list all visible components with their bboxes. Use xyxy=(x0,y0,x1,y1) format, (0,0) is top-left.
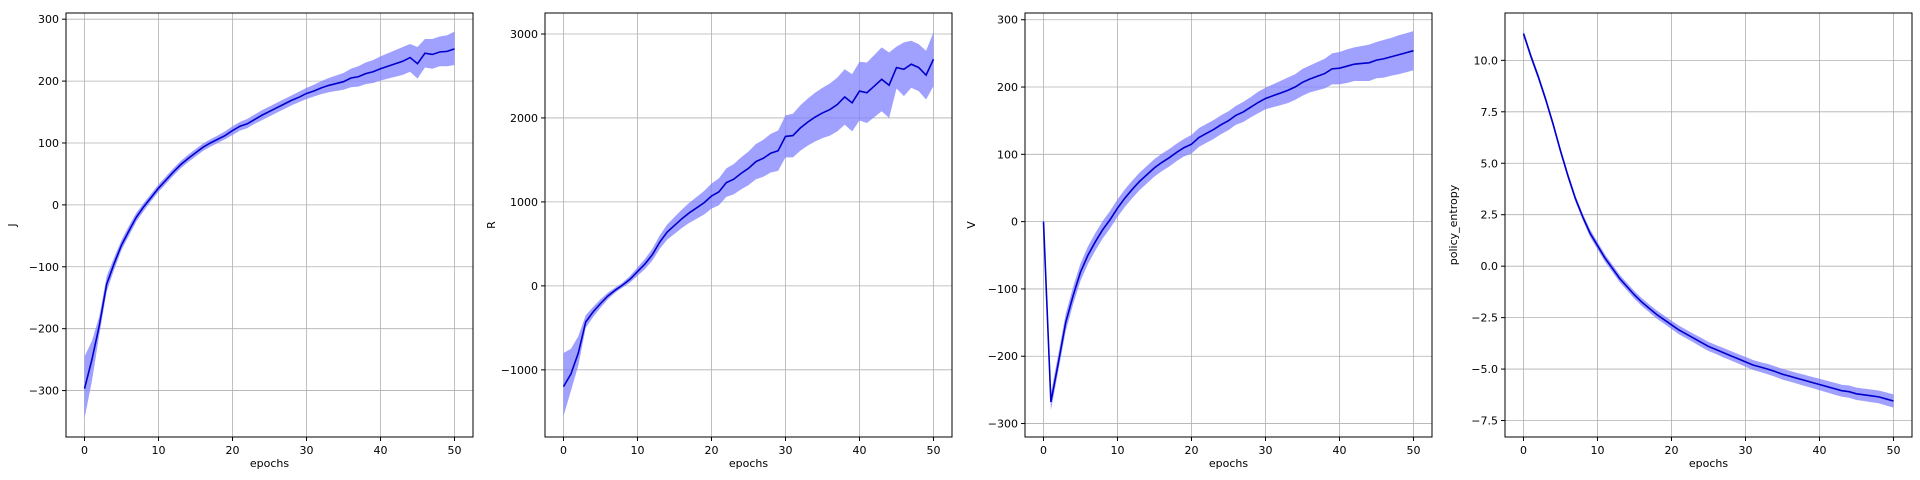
axes-frame xyxy=(544,12,953,438)
y-tick-label: −300 xyxy=(29,385,59,398)
x-tick-label: 10 xyxy=(631,444,645,457)
x-tick-label: 50 xyxy=(448,444,462,457)
mean-line xyxy=(1042,49,1414,403)
y-tick-label: 2.5 xyxy=(1481,209,1499,222)
x-axis-label: epochs xyxy=(1689,457,1728,470)
x-tick-label: 10 xyxy=(152,444,166,457)
y-tick-label: 1000 xyxy=(510,196,538,209)
x-tick-label: 30 xyxy=(300,444,314,457)
x-tick-label: 20 xyxy=(226,444,240,457)
y-tick-label: 0.0 xyxy=(1481,260,1499,273)
x-tick-label: 30 xyxy=(1739,444,1753,457)
x-tick-label: 10 xyxy=(1591,444,1605,457)
mean-line xyxy=(562,58,935,388)
y-axis-label: policy_entropy xyxy=(1447,184,1460,265)
x-tick-label: 10 xyxy=(1111,444,1125,457)
x-tick-label: 20 xyxy=(1665,444,1679,457)
y-tick-label: −100 xyxy=(29,261,59,274)
y-tick-label: 3000 xyxy=(510,28,538,41)
y-axis-label: J xyxy=(6,223,19,227)
x-tick-label: 40 xyxy=(1813,444,1827,457)
x-tick-label: 30 xyxy=(779,444,793,457)
y-tick-label: −2.5 xyxy=(1471,312,1498,325)
y-tick-label: −5.0 xyxy=(1471,363,1498,376)
x-tick-label: 50 xyxy=(1887,444,1901,457)
y-tick-label: 100 xyxy=(997,148,1018,161)
x-tick-label: 20 xyxy=(705,444,719,457)
axes-frame xyxy=(1504,12,1913,438)
x-tick-label: 20 xyxy=(1185,444,1199,457)
chart-panel-1: 0 10 20 30 40 50 −300 −200 −100 0 100 200 300 epochs J xyxy=(6,12,474,470)
x-tick-label: 50 xyxy=(1407,444,1421,457)
x-tick-label: 0 xyxy=(1520,444,1527,457)
y-tick-label: 300 xyxy=(38,13,59,26)
y-tick-label: −1000 xyxy=(501,364,538,377)
mean-line xyxy=(83,48,455,389)
x-tick-label: 40 xyxy=(374,444,388,457)
y-axis-label: V xyxy=(965,221,978,229)
y-tick-label: 2000 xyxy=(510,112,538,125)
y-tick-label: −100 xyxy=(988,283,1018,296)
std-band xyxy=(1043,31,1414,411)
y-tick-label: 100 xyxy=(38,137,59,150)
x-axis-label: epochs xyxy=(729,457,768,470)
y-tick-label: 300 xyxy=(997,14,1018,27)
y-tick-label: −200 xyxy=(988,350,1018,363)
y-tick-label: 200 xyxy=(38,75,59,88)
y-tick-label: 7.5 xyxy=(1481,106,1499,119)
chart-panel-4: 0 10 20 30 40 50 −7.5 −5.0 −2.5 0.0 2.5 5.0 7.5 10.0 e… xyxy=(1447,12,1913,470)
chart-panel-2: 0 10 20 30 40 50 −1000 0 1000 2000 3000 epochs R xyxy=(485,12,953,470)
mean-line xyxy=(1522,33,1894,402)
y-tick-label: 0 xyxy=(531,280,538,293)
axes-frame xyxy=(65,12,474,438)
y-tick-label: 0 xyxy=(52,199,59,212)
x-tick-label: 0 xyxy=(1040,444,1047,457)
y-tick-label: 200 xyxy=(997,81,1018,94)
y-tick-label: 0 xyxy=(1011,216,1018,229)
std-band xyxy=(563,32,934,417)
x-axis-label: epochs xyxy=(1209,457,1248,470)
chart-panel-3: 0 10 20 30 40 50 −300 −200 −100 0 100 200 300 epochs V xyxy=(965,12,1433,470)
y-tick-label: −300 xyxy=(988,418,1018,431)
y-tick-label: −7.5 xyxy=(1471,415,1498,428)
x-tick-label: 40 xyxy=(1333,444,1347,457)
y-axis-label: R xyxy=(485,221,498,229)
std-band xyxy=(84,31,455,419)
y-tick-label: 5.0 xyxy=(1481,157,1499,170)
y-tick-label: 10.0 xyxy=(1474,54,1499,67)
y-tick-label: −200 xyxy=(29,323,59,336)
x-axis-label: epochs xyxy=(250,457,289,470)
x-tick-label: 0 xyxy=(560,444,567,457)
x-tick-label: 0 xyxy=(81,444,88,457)
axes-frame xyxy=(1024,12,1433,438)
x-tick-label: 30 xyxy=(1259,444,1273,457)
x-tick-label: 50 xyxy=(927,444,941,457)
x-tick-label: 40 xyxy=(853,444,867,457)
